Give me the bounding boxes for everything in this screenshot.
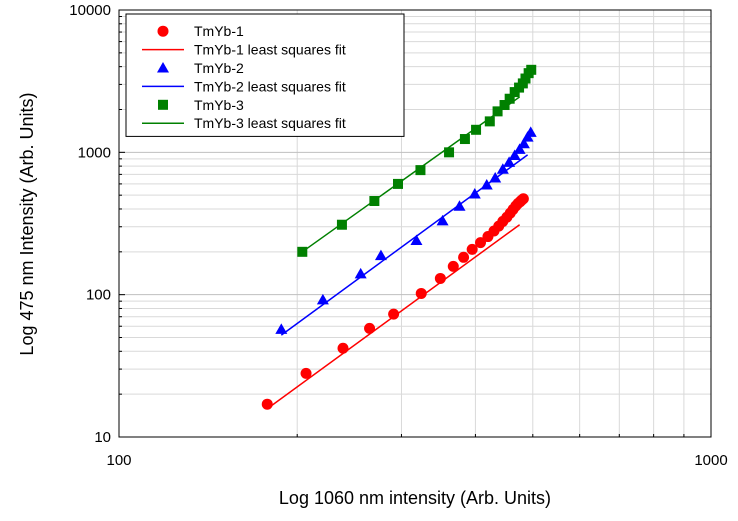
data-point <box>300 367 312 379</box>
plot-area <box>118 9 712 438</box>
data-point <box>517 193 529 205</box>
data-point <box>496 163 509 174</box>
legend-label: TmYb-1 <box>194 23 244 39</box>
legend-label: TmYb-3 <box>194 97 244 113</box>
legend-label: TmYb-2 <box>194 60 244 76</box>
data-point <box>410 234 423 246</box>
data-point <box>436 214 449 226</box>
data-point <box>458 251 470 263</box>
data-point <box>466 243 478 255</box>
legend-label: TmYb-3 least squares fit <box>194 115 346 131</box>
data-point <box>453 200 466 211</box>
y-tick-label: 1000 <box>78 144 111 161</box>
legend-item: TmYb-3 <box>158 97 244 113</box>
data-point <box>526 64 537 75</box>
legend-item: TmYb-2 <box>157 60 244 76</box>
series-4-points <box>297 64 537 257</box>
legend-marker <box>157 62 169 73</box>
y-tick-label: 10000 <box>69 2 111 19</box>
data-point <box>520 73 531 84</box>
data-point <box>369 196 380 207</box>
data-point <box>475 237 487 249</box>
data-point <box>480 178 493 190</box>
data-point <box>468 187 481 199</box>
data-point <box>261 398 273 410</box>
data-point <box>337 342 349 354</box>
legend-box <box>125 13 405 137</box>
data-point <box>471 124 482 135</box>
data-point <box>275 323 288 334</box>
data-point <box>499 100 510 111</box>
data-point <box>434 272 446 284</box>
data-point <box>504 93 515 104</box>
series-2-points <box>275 126 537 334</box>
data-point <box>297 246 308 257</box>
ticks: 10 100 1000 10000 100 1000 <box>69 2 727 469</box>
x-tick-label: 1000 <box>694 452 727 469</box>
data-point <box>374 249 387 261</box>
legend-item: TmYb-2 least squares fit <box>142 78 346 94</box>
data-point <box>489 172 502 183</box>
data-point <box>388 308 400 320</box>
grid <box>119 9 711 438</box>
data-point <box>415 165 426 176</box>
legend-marker <box>158 99 168 110</box>
data-point <box>503 156 516 167</box>
legend-label: TmYb-2 least squares fit <box>194 78 346 94</box>
series-layer <box>261 64 537 410</box>
data-point <box>492 106 503 117</box>
y-tick-label: 10 <box>94 429 111 446</box>
x-tick-label: 100 <box>106 452 131 469</box>
y-axis-label: Log 475 nm Intensity (Arb. Units) <box>17 92 37 355</box>
legend-item: TmYb-1 least squares fit <box>142 42 346 58</box>
data-point <box>513 143 526 154</box>
data-point <box>447 260 459 272</box>
x-axis-label: Log 1060 nm intensity (Arb. Units) <box>279 488 551 508</box>
series-0-points <box>261 193 529 410</box>
data-point <box>524 126 537 137</box>
data-point <box>393 178 404 189</box>
legend-item: TmYb-1 <box>157 23 244 39</box>
y-tick-label: 100 <box>86 287 111 304</box>
data-point <box>316 293 329 305</box>
data-point <box>517 137 530 149</box>
legend-label: TmYb-1 least squares fit <box>194 42 346 58</box>
data-point <box>336 219 347 230</box>
plot-frame <box>118 9 712 438</box>
data-point <box>354 267 367 279</box>
data-point <box>364 322 376 334</box>
data-point <box>484 116 495 127</box>
legend-marker <box>157 25 169 37</box>
data-point <box>444 147 455 158</box>
data-point <box>415 287 427 299</box>
data-point <box>459 134 470 145</box>
legend-item: TmYb-3 least squares fit <box>142 115 346 131</box>
data-point <box>508 149 521 161</box>
legend: TmYb-1 TmYb-1 least squares fit TmYb-2 TmYb… <box>125 13 405 137</box>
